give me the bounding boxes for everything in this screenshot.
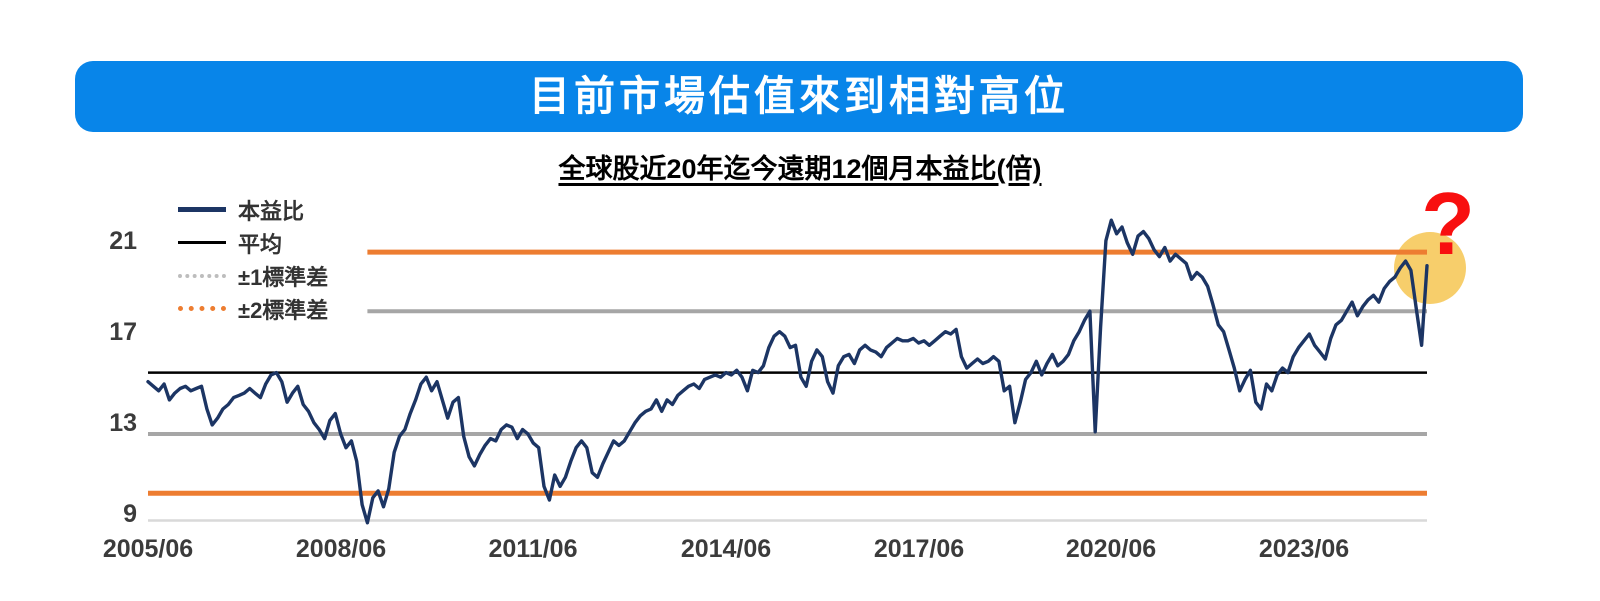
y-axis-tick-13: 13 (109, 409, 137, 437)
question-mark: ? (1421, 174, 1475, 273)
sd2-line-swatch (178, 306, 226, 311)
mean-line-swatch (178, 241, 226, 244)
legend-label-pe: 本益比 (238, 198, 305, 224)
chart-subtitle: 全球股近20年迄今遠期12個月本益比(倍) (0, 147, 1600, 186)
x-axis-tick-2005: 2005/06 (102, 535, 194, 563)
legend-row-pe: 本益比 (178, 193, 328, 226)
y-axis-tick-17: 17 (109, 318, 137, 346)
legend-row-mean: 平均 (178, 226, 328, 259)
pe-line-swatch (178, 207, 226, 212)
legend-label-sd2: ±2標準差 (238, 297, 329, 323)
x-axis-tick-2023: 2023/06 (1258, 535, 1350, 563)
legend-label-sd1: ±1標準差 (238, 264, 329, 290)
x-axis-tick-2008: 2008/06 (295, 535, 387, 563)
chart-subtitle-text: 全球股近20年迄今遠期12個月本益比(倍) (558, 154, 1042, 184)
page-title: 目前市場估值來到相對高位 (529, 73, 1069, 119)
y-axis-tick-9: 9 (123, 500, 137, 528)
legend-row-sd1: ±1標準差 (178, 259, 328, 292)
x-axis-tick-2014: 2014/06 (680, 535, 772, 563)
legend-label-mean: 平均 (238, 231, 283, 257)
x-axis-tick-2020: 2020/06 (1065, 535, 1157, 563)
legend: 本益比 平均 ±1標準差 ±2標準差 (178, 193, 328, 325)
y-axis-tick-21: 21 (109, 227, 137, 255)
sd1-line-swatch (178, 273, 226, 278)
x-axis-tick-2017: 2017/06 (873, 535, 965, 563)
title-banner: 目前市場估值來到相對高位 (75, 61, 1523, 132)
legend-row-sd2: ±2標準差 (178, 292, 328, 325)
pe-series-line (146, 218, 1429, 525)
x-axis-tick-2011: 2011/06 (488, 535, 578, 563)
